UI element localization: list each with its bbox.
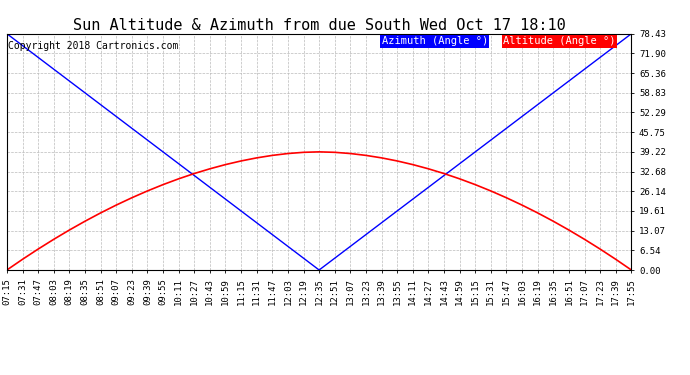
Text: Azimuth (Angle °): Azimuth (Angle °) bbox=[382, 36, 488, 46]
Text: Copyright 2018 Cartronics.com: Copyright 2018 Cartronics.com bbox=[8, 41, 179, 51]
Text: Altitude (Angle °): Altitude (Angle °) bbox=[503, 36, 616, 46]
Title: Sun Altitude & Azimuth from due South Wed Oct 17 18:10: Sun Altitude & Azimuth from due South We… bbox=[72, 18, 566, 33]
